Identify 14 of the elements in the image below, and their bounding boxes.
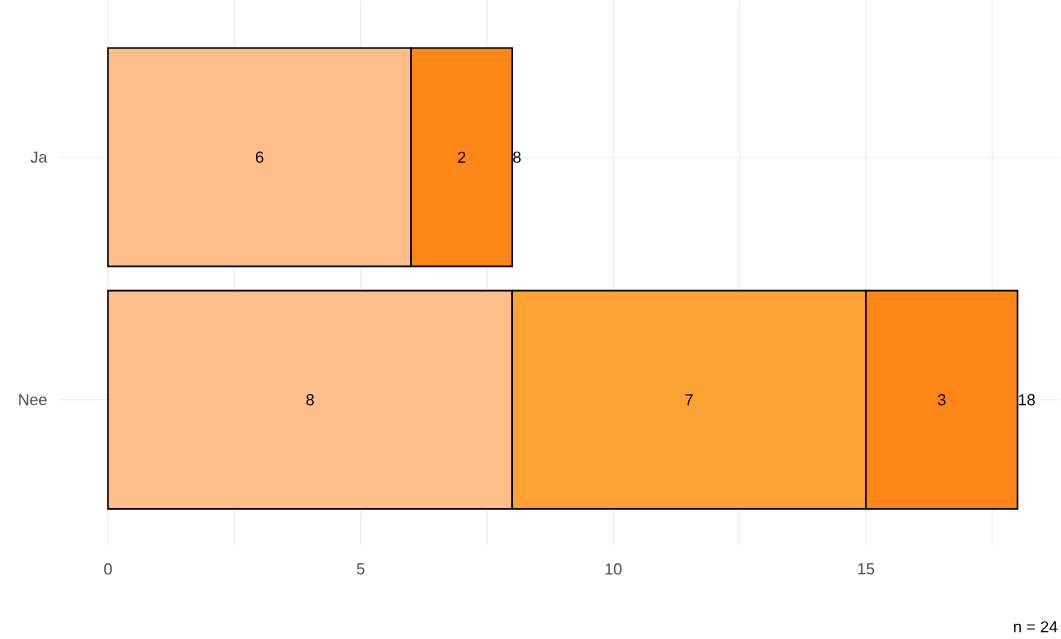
y-tick-label: Nee [19,394,47,406]
x-tick-label: 0 [104,563,112,575]
x-tick-label: 15 [858,563,875,575]
x-tick-label: 10 [605,563,622,575]
text: n = 24 [1014,621,1058,633]
total-label: 18 [1019,393,1035,406]
y-tick-label: Ja [30,151,48,163]
data-label: 3 [937,393,946,406]
data-label: 7 [685,394,693,406]
data-label: 6 [255,151,264,163]
data-label: 8 [306,393,314,406]
data-label: 2 [458,151,466,163]
total-label: 8 [513,151,521,163]
x-tick-label: 5 [356,563,365,575]
